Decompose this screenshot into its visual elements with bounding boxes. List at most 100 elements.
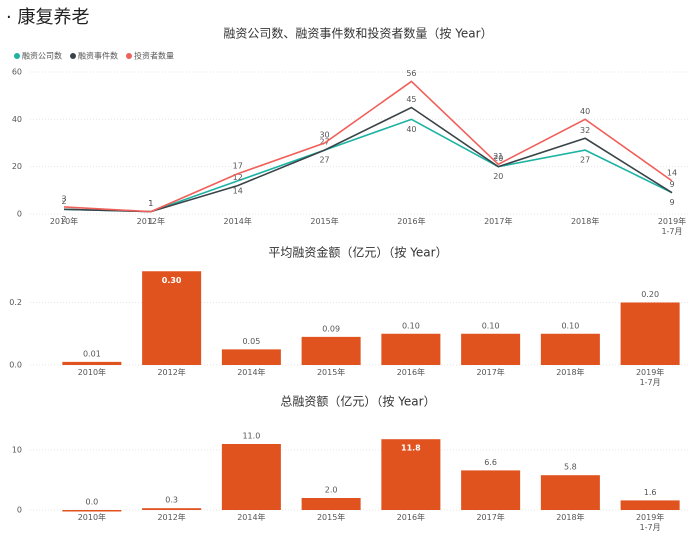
- legend-swatch: [70, 53, 76, 59]
- bar: [221, 349, 281, 365]
- x-tick-label: 2012年: [157, 513, 186, 522]
- y-tick-label: 40: [12, 115, 22, 124]
- bar: [142, 508, 202, 510]
- value-label: 2: [61, 215, 66, 224]
- value-label: 0.01: [83, 349, 101, 358]
- x-tick-text: 2018年: [556, 368, 585, 377]
- x-tick-label: 2012年: [157, 368, 186, 377]
- x-tick-text: 2018年: [556, 513, 585, 522]
- bar: [62, 361, 122, 365]
- value-label: 0.10: [402, 321, 420, 330]
- x-tick-label: 2010年: [49, 217, 79, 226]
- series-line: [63, 80, 673, 213]
- x-tick-label: 2017年: [476, 513, 504, 522]
- y-tick-label: 0: [17, 210, 22, 219]
- bar: [540, 333, 600, 365]
- x-tick-text: 2016年: [397, 217, 426, 226]
- x-tick-text: 2019年 1-7月: [657, 217, 687, 236]
- value-label: 20: [493, 154, 503, 163]
- value-label: 9: [669, 180, 674, 189]
- x-tick-text: 2017年: [476, 368, 505, 377]
- bar: [142, 271, 202, 365]
- value-label: 45: [406, 95, 416, 104]
- x-tick-label: 2014年: [237, 513, 266, 522]
- x-tick-label: 2014年: [237, 368, 266, 377]
- x-tick-label: 2010年: [78, 513, 106, 522]
- value-label: 40: [406, 125, 416, 134]
- value-label: 17: [233, 161, 243, 170]
- x-tick-text: 2014年: [237, 368, 266, 377]
- x-tick-label: 2012年: [137, 217, 165, 226]
- value-label: 2: [61, 197, 66, 206]
- value-label: 9: [669, 198, 674, 207]
- value-label: 1: [148, 217, 153, 226]
- x-tick-text: 2015年: [316, 368, 346, 377]
- value-label: 0.09: [322, 324, 340, 333]
- value-label: 20: [493, 172, 503, 181]
- y-tick-label: 60: [12, 68, 22, 77]
- value-label: 40: [580, 107, 590, 116]
- x-tick-label: 2010年: [77, 368, 107, 377]
- value-label: 0.10: [482, 321, 500, 330]
- bar: [301, 498, 361, 510]
- x-tick-text: 2010年: [49, 217, 79, 226]
- value-label: 14: [233, 186, 243, 195]
- value-label: 11.8: [401, 444, 421, 453]
- value-label: 3: [61, 194, 66, 203]
- value-label: 30: [319, 131, 329, 140]
- legend-label: 融资公司数: [22, 51, 62, 61]
- x-tick-label: 2015年: [316, 513, 346, 522]
- series-line: [63, 106, 673, 213]
- x-tick-label: 2015年: [316, 368, 346, 377]
- value-label: 12: [233, 173, 243, 182]
- x-tick-text: 2012年: [157, 513, 186, 522]
- value-label: 1: [148, 199, 153, 208]
- x-tick-label: 2015年: [310, 217, 338, 226]
- x-tick-label: 2017年: [484, 217, 513, 226]
- x-tick-label: 2017年: [476, 368, 505, 377]
- value-label: 0.05: [242, 337, 260, 346]
- x-tick-text: 2012年: [157, 368, 186, 377]
- value-label: 11.0: [242, 432, 260, 441]
- bar: [381, 333, 441, 365]
- legend-label: 融资事件数: [78, 51, 118, 61]
- x-tick-text: 2019年 1-7月: [635, 368, 665, 387]
- x-tick-text: 2019年 1-7月: [635, 513, 665, 532]
- y-tick-label: 10: [12, 446, 22, 455]
- bar: [540, 475, 600, 510]
- legend-swatch: [126, 53, 132, 59]
- page-title: · 康复养老: [6, 7, 89, 28]
- x-tick-text: 2018年: [570, 217, 600, 226]
- bar: [301, 336, 361, 365]
- bar: [221, 444, 281, 510]
- x-tick-label: 2016年: [397, 217, 426, 226]
- bar: [461, 333, 521, 365]
- x-tick-text: 2014年: [237, 513, 266, 522]
- bar: [461, 470, 521, 510]
- y-tick-label: 0.2: [9, 298, 22, 307]
- x-tick-text: 2010年: [77, 368, 107, 377]
- y-tick-label: 20: [12, 162, 22, 171]
- x-tick-text: 2015年: [316, 513, 346, 522]
- x-tick-label: 2018年: [570, 217, 600, 226]
- value-label: 0.10: [561, 321, 579, 330]
- x-tick-label: 2018年: [556, 368, 585, 377]
- value-label: 6.6: [484, 458, 497, 467]
- bar: [620, 302, 680, 365]
- value-label: 2.0: [325, 486, 338, 495]
- value-label: 14: [667, 168, 677, 177]
- value-label: 27: [580, 156, 590, 165]
- x-tick-label: 2016年: [397, 368, 425, 377]
- value-label: 0.0: [86, 498, 99, 507]
- x-tick-label: 2019年 1-7月: [657, 217, 687, 236]
- x-tick-label: 2019年 1-7月: [635, 368, 665, 387]
- chart-title: 平均融资金额（亿元）（按 Year）: [268, 245, 447, 260]
- bar: [62, 510, 122, 512]
- y-tick-label: 0: [17, 506, 22, 515]
- x-tick-text: 2017年: [484, 217, 513, 226]
- value-label: 27: [319, 156, 329, 165]
- value-label: 1.6: [644, 488, 657, 497]
- bar: [381, 439, 441, 510]
